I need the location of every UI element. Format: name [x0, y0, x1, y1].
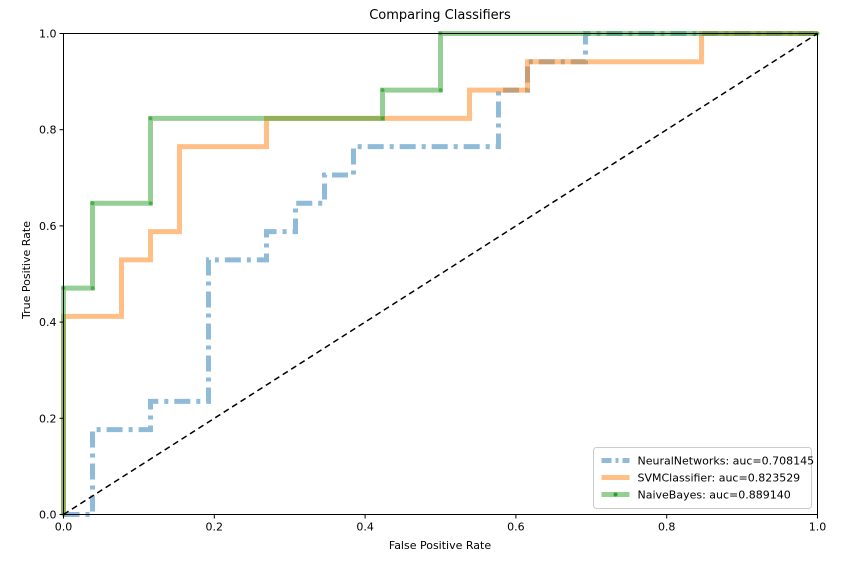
x-tick-label: 0.2: [206, 521, 224, 534]
series-marker: [438, 88, 443, 93]
chart-title: Comparing Classifiers: [369, 8, 511, 23]
x-tick-label: 1.0: [809, 521, 827, 534]
x-tick-label: 0.8: [658, 521, 676, 534]
series-marker: [90, 286, 95, 291]
legend-label: SVMClassifier: auc=0.823529: [638, 472, 801, 485]
x-tick-label: 0.0: [55, 521, 73, 534]
chance-diagonal-line: [63, 32, 818, 516]
y-tick-label: 0.0: [39, 509, 57, 522]
y-axis-label: True Positive Rate: [20, 221, 33, 320]
y-tick-label: 1.0: [39, 28, 57, 41]
y-tick-label: 0.4: [39, 316, 57, 329]
series-marker: [90, 201, 95, 206]
series-line-svmclassifier: [61, 31, 818, 515]
x-axis-label: False Positive Rate: [389, 539, 491, 552]
legend-box: [593, 447, 812, 509]
y-tick-label: 0.6: [39, 220, 57, 233]
x-tick-label: 0.4: [356, 521, 374, 534]
series-marker: [148, 201, 153, 206]
legend-label: NeuralNetworks: auc=0.708145: [638, 455, 815, 468]
series-marker: [148, 116, 153, 121]
x-tick-label: 0.6: [507, 521, 525, 534]
series-marker: [380, 88, 385, 93]
series-marker: [380, 116, 385, 121]
legend-marker: [613, 492, 618, 497]
legend-label: NaiveBayes: auc=0.889140: [638, 489, 791, 502]
plot-area-frame: [63, 33, 818, 515]
legend: NeuralNetworks: auc=0.708145 SVMClassifie…: [593, 447, 815, 509]
y-tick-label: 0.8: [39, 124, 57, 137]
y-tick-label: 0.2: [39, 412, 57, 425]
